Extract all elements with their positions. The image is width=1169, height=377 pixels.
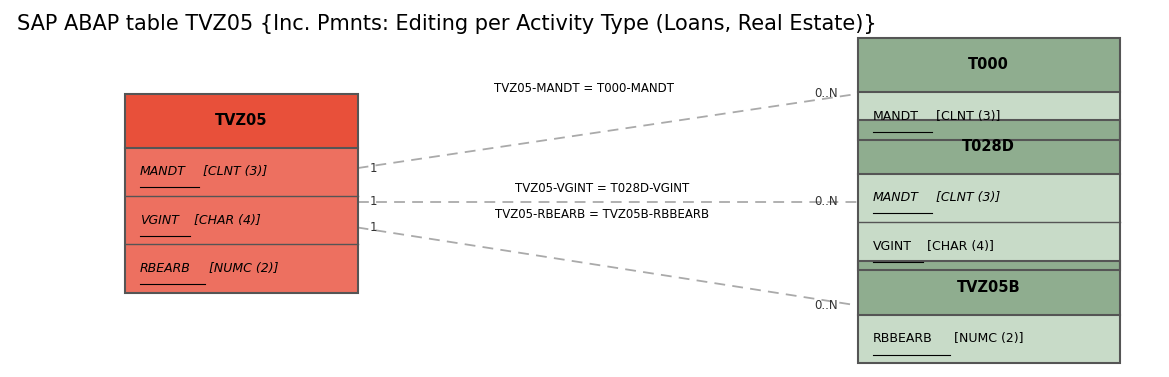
Text: [NUMC (2)]: [NUMC (2)] bbox=[949, 333, 1023, 345]
Text: RBBEARB: RBBEARB bbox=[873, 333, 933, 345]
Text: TVZ05B: TVZ05B bbox=[957, 280, 1021, 295]
Text: T028D: T028D bbox=[962, 139, 1015, 154]
Bar bbox=[858, 38, 1120, 140]
Bar bbox=[858, 38, 1120, 92]
Text: 0..N: 0..N bbox=[815, 87, 838, 100]
Bar bbox=[858, 261, 1120, 315]
Bar bbox=[125, 94, 358, 148]
Text: VGINT: VGINT bbox=[873, 239, 912, 253]
Text: [CLNT (3)]: [CLNT (3)] bbox=[199, 165, 268, 178]
Text: MANDT: MANDT bbox=[140, 165, 186, 178]
Text: MANDT: MANDT bbox=[873, 191, 919, 204]
Bar bbox=[858, 120, 1120, 270]
Text: [NUMC (2)]: [NUMC (2)] bbox=[206, 262, 279, 275]
Text: 0..N: 0..N bbox=[815, 195, 838, 208]
Bar bbox=[858, 120, 1120, 174]
Text: [CLNT (3)]: [CLNT (3)] bbox=[932, 110, 1001, 123]
Text: TVZ05: TVZ05 bbox=[215, 113, 268, 128]
Text: 1: 1 bbox=[369, 221, 376, 234]
Bar bbox=[125, 94, 358, 293]
Text: RBEARB: RBEARB bbox=[140, 262, 191, 275]
Bar bbox=[858, 38, 1120, 140]
Bar bbox=[858, 120, 1120, 270]
Text: [CHAR (4)]: [CHAR (4)] bbox=[924, 239, 994, 253]
Text: MANDT: MANDT bbox=[873, 110, 919, 123]
Bar bbox=[858, 261, 1120, 363]
Bar bbox=[858, 261, 1120, 363]
Text: TVZ05-RBEARB = TVZ05B-RBBEARB: TVZ05-RBEARB = TVZ05B-RBBEARB bbox=[494, 208, 710, 221]
Text: 0..N: 0..N bbox=[815, 299, 838, 312]
Bar bbox=[125, 94, 358, 293]
Text: [CHAR (4)]: [CHAR (4)] bbox=[191, 214, 261, 227]
Text: 1: 1 bbox=[369, 195, 376, 208]
Text: TVZ05-MANDT = T000-MANDT: TVZ05-MANDT = T000-MANDT bbox=[494, 82, 675, 95]
Text: TVZ05-VGINT = T028D-VGINT: TVZ05-VGINT = T028D-VGINT bbox=[514, 182, 689, 195]
Text: [CLNT (3)]: [CLNT (3)] bbox=[932, 191, 1001, 204]
Text: 1: 1 bbox=[369, 162, 376, 175]
Text: VGINT: VGINT bbox=[140, 214, 179, 227]
Text: T000: T000 bbox=[968, 58, 1009, 72]
Text: SAP ABAP table TVZ05 {Inc. Pmnts: Editing per Activity Type (Loans, Real Estate): SAP ABAP table TVZ05 {Inc. Pmnts: Editin… bbox=[16, 14, 877, 34]
